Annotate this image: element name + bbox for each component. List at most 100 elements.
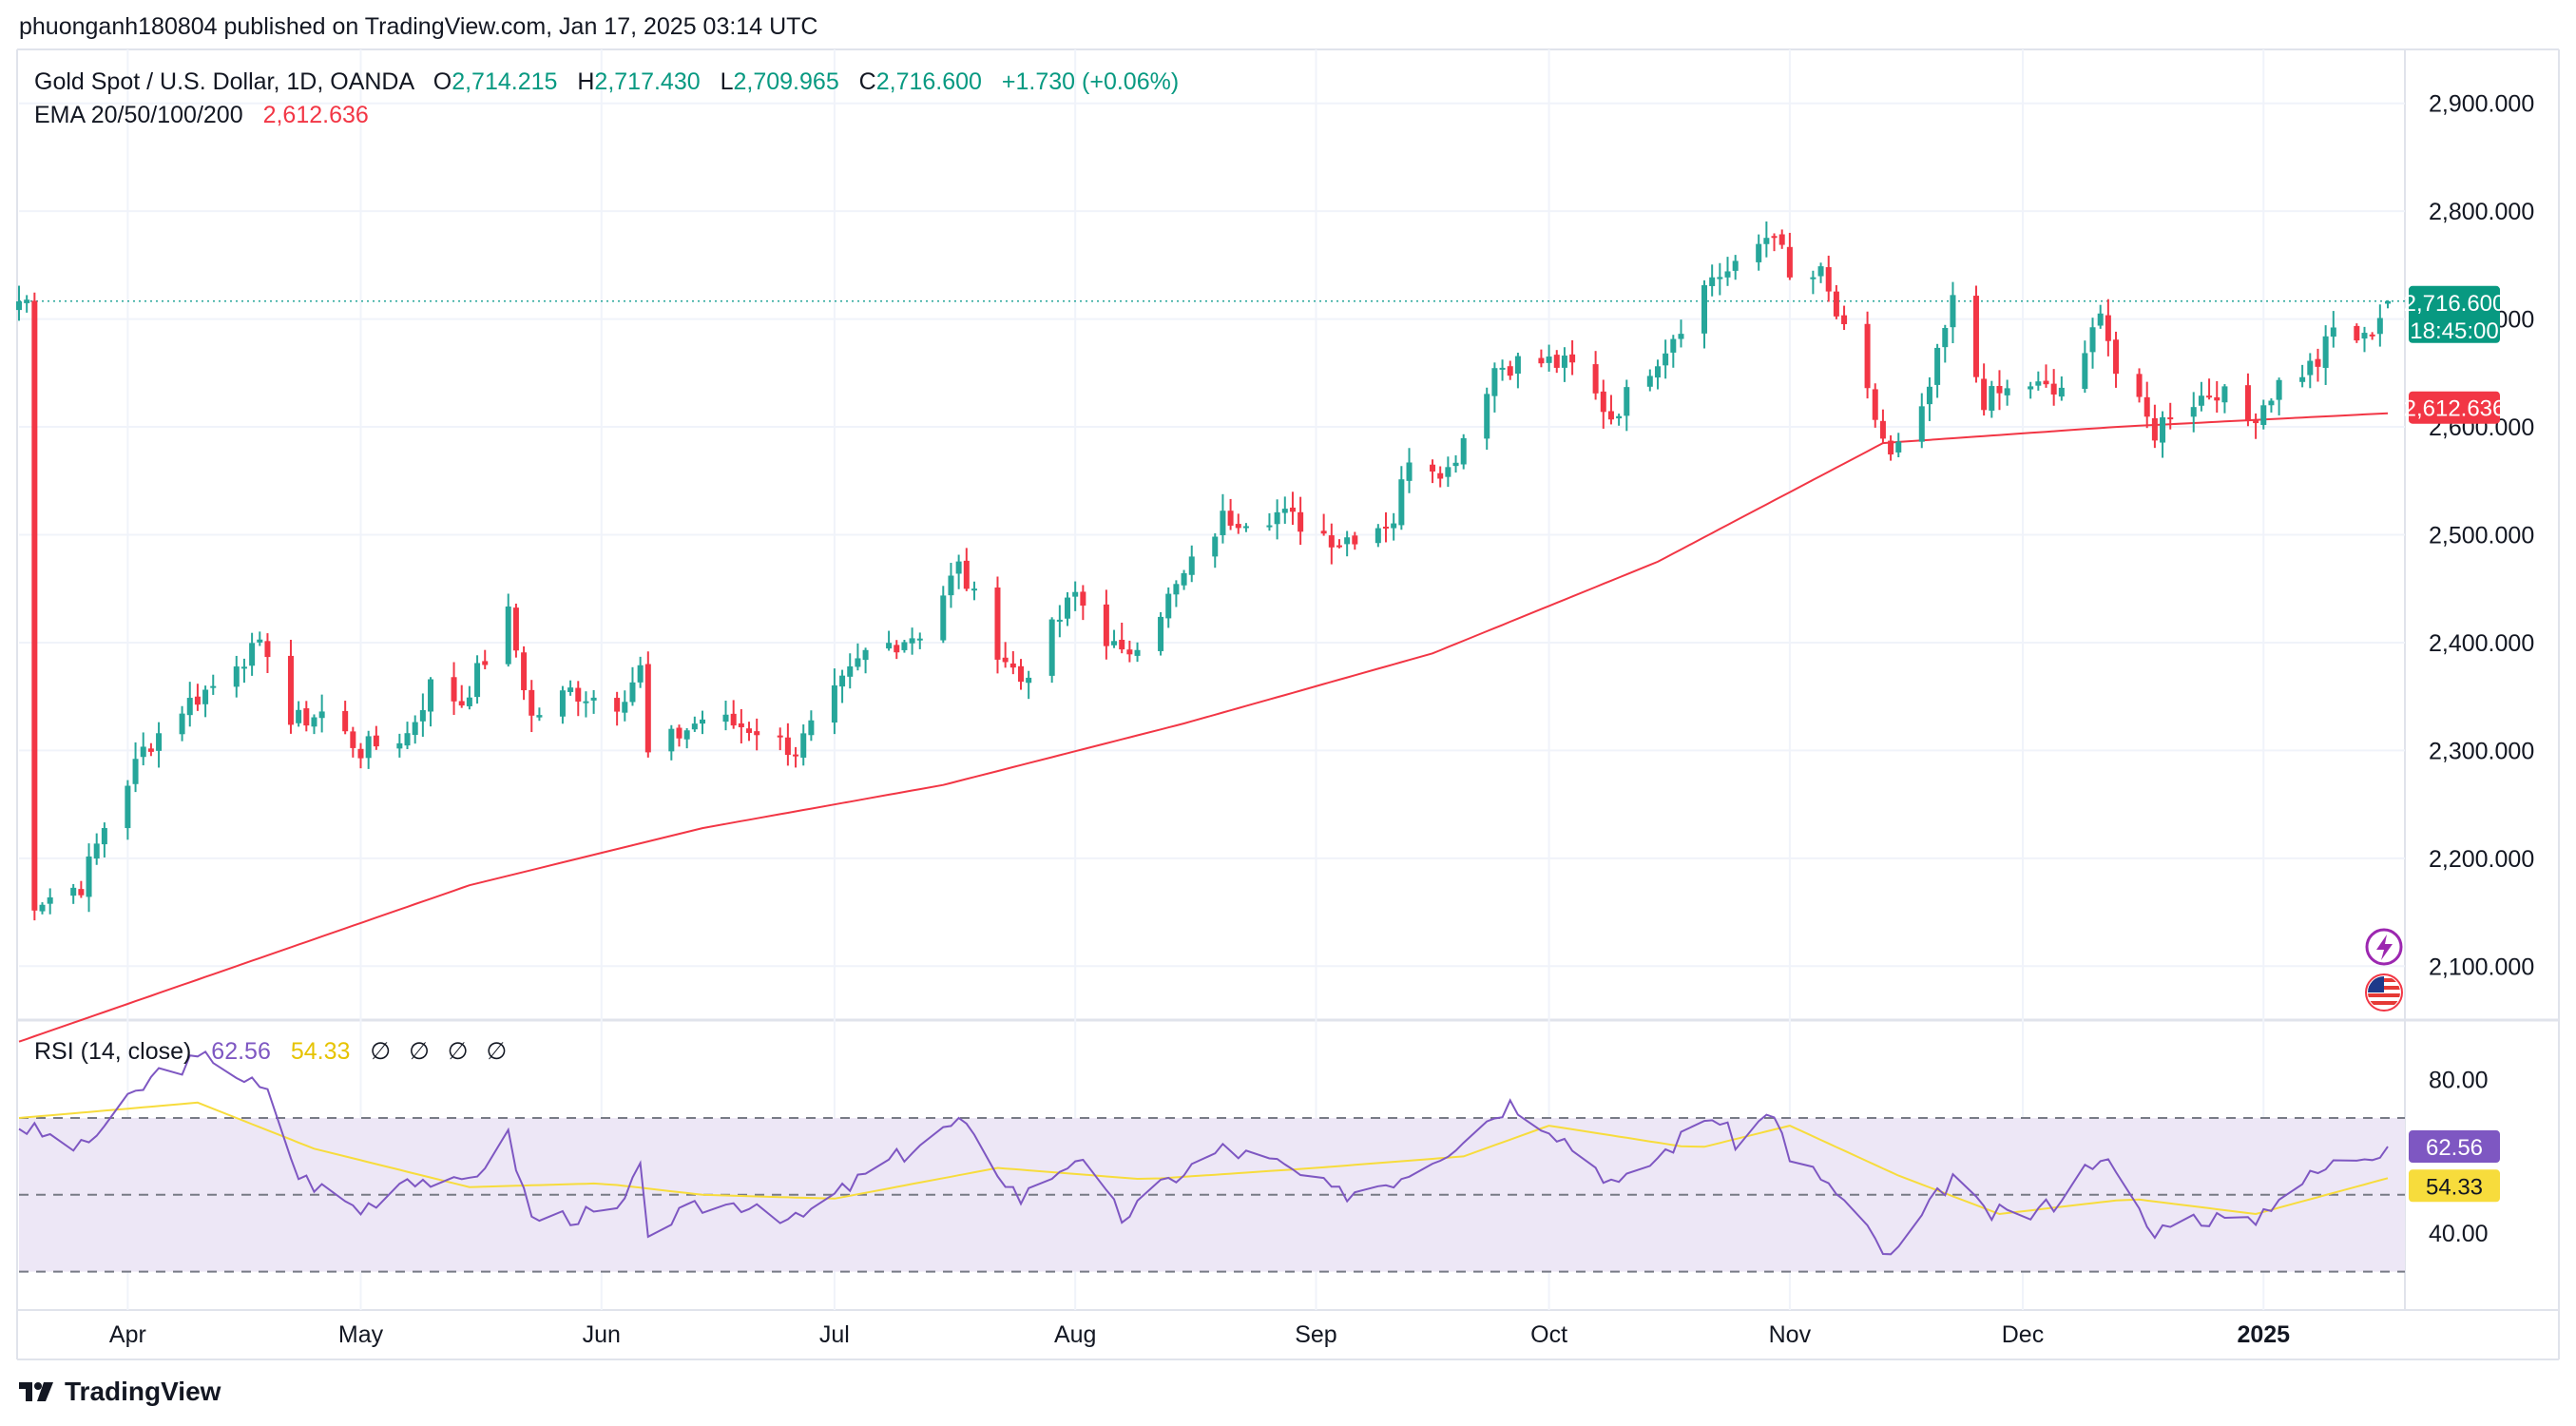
candle-body: [474, 663, 481, 698]
candle: [1026, 670, 1032, 700]
candle-body: [1538, 357, 1545, 364]
candle: [257, 631, 263, 646]
candle-body: [1879, 420, 1886, 439]
candle-body: [1756, 243, 1762, 262]
candle-body: [1072, 591, 1079, 597]
candle-body: [396, 742, 403, 749]
candle: [1002, 642, 1009, 668]
candle: [668, 724, 675, 761]
candle: [1398, 466, 1405, 530]
candle: [186, 682, 193, 727]
candle: [1009, 650, 1016, 675]
candle: [1546, 344, 1552, 372]
candle-body: [78, 889, 85, 896]
candle-body: [1701, 285, 1707, 334]
price-tick-label: 2,800.000: [2429, 199, 2534, 225]
candle: [1670, 335, 1677, 368]
candle: [1165, 587, 1172, 628]
candle-body: [722, 714, 729, 723]
candle: [93, 833, 100, 865]
candle: [1391, 512, 1397, 541]
candle: [125, 780, 131, 840]
candle-body: [1950, 295, 1956, 328]
candle-body: [179, 713, 185, 735]
candle-body: [963, 560, 970, 589]
candle: [249, 632, 256, 676]
candle-body: [1709, 277, 1716, 286]
candle: [428, 677, 434, 727]
candle: [1989, 380, 1995, 418]
candle: [1126, 640, 1133, 663]
svg-text:62.56: 62.56: [2426, 1135, 2483, 1161]
candle-body: [831, 684, 837, 723]
candle-body: [240, 666, 247, 669]
candle-body: [1460, 437, 1467, 465]
candle: [886, 630, 893, 651]
candle-body: [1009, 663, 1016, 668]
candle-body: [1173, 584, 1180, 595]
candle: [2244, 373, 2251, 427]
candle: [2167, 402, 2174, 430]
candle-body: [1607, 411, 1614, 420]
candle-body: [940, 595, 947, 641]
candle-body: [2376, 318, 2383, 335]
candle: [373, 725, 379, 750]
candle: [458, 684, 465, 708]
candle: [1810, 270, 1817, 295]
candle-body: [2330, 327, 2336, 337]
candle-body: [1242, 526, 1249, 529]
high-label: H: [577, 68, 594, 95]
price-tick-label: 2,500.000: [2429, 523, 2534, 549]
candle-body: [1888, 440, 1894, 455]
candle: [1289, 491, 1296, 526]
candle-body: [1002, 657, 1009, 663]
tradingview-logo[interactable]: TradingView: [19, 1377, 221, 1407]
candle: [1561, 347, 1567, 382]
svg-text:2,716.600: 2,716.600: [2404, 291, 2506, 317]
candle-body: [1981, 378, 1988, 411]
candle-body: [2089, 327, 2096, 353]
candle: [1119, 622, 1125, 654]
candle-body: [1569, 354, 1576, 363]
candle-body: [1833, 291, 1839, 317]
candle: [1212, 533, 1219, 568]
ema-line: [18, 412, 2389, 1043]
candle: [700, 710, 706, 735]
candle-body: [93, 843, 100, 859]
candle: [1266, 512, 1273, 531]
candle-body: [901, 642, 908, 650]
candle: [2151, 404, 2158, 449]
candle: [1981, 363, 1988, 416]
candle: [2082, 340, 2088, 394]
candle-body: [125, 785, 131, 829]
candle-body: [249, 643, 256, 666]
candle-body: [419, 709, 426, 722]
candle: [847, 653, 854, 689]
candle: [233, 655, 240, 698]
candle-body: [1026, 677, 1032, 684]
us-flag-icon[interactable]: [2365, 973, 2403, 1012]
candle-body: [1398, 479, 1405, 526]
candle-body: [2151, 417, 2158, 441]
candle: [1181, 569, 1187, 590]
candle-body: [2354, 325, 2360, 341]
candle-body: [1188, 556, 1195, 575]
rsi-label: RSI (14, close): [34, 1038, 191, 1065]
candle-body: [16, 301, 22, 311]
lightning-icon[interactable]: [2365, 928, 2403, 966]
candle: [1709, 264, 1716, 297]
candle-body: [1134, 649, 1141, 656]
candle-body: [1445, 467, 1451, 477]
candle-body: [1825, 267, 1832, 292]
candle-body: [1298, 511, 1304, 532]
candle: [1950, 281, 1956, 344]
candle-body: [451, 677, 457, 702]
candle: [365, 730, 372, 769]
candle: [240, 658, 247, 684]
candle-body: [1065, 597, 1071, 619]
candle-body: [1080, 591, 1086, 607]
candle-body: [2082, 353, 2088, 390]
low-value: 2,709.965: [734, 68, 839, 95]
